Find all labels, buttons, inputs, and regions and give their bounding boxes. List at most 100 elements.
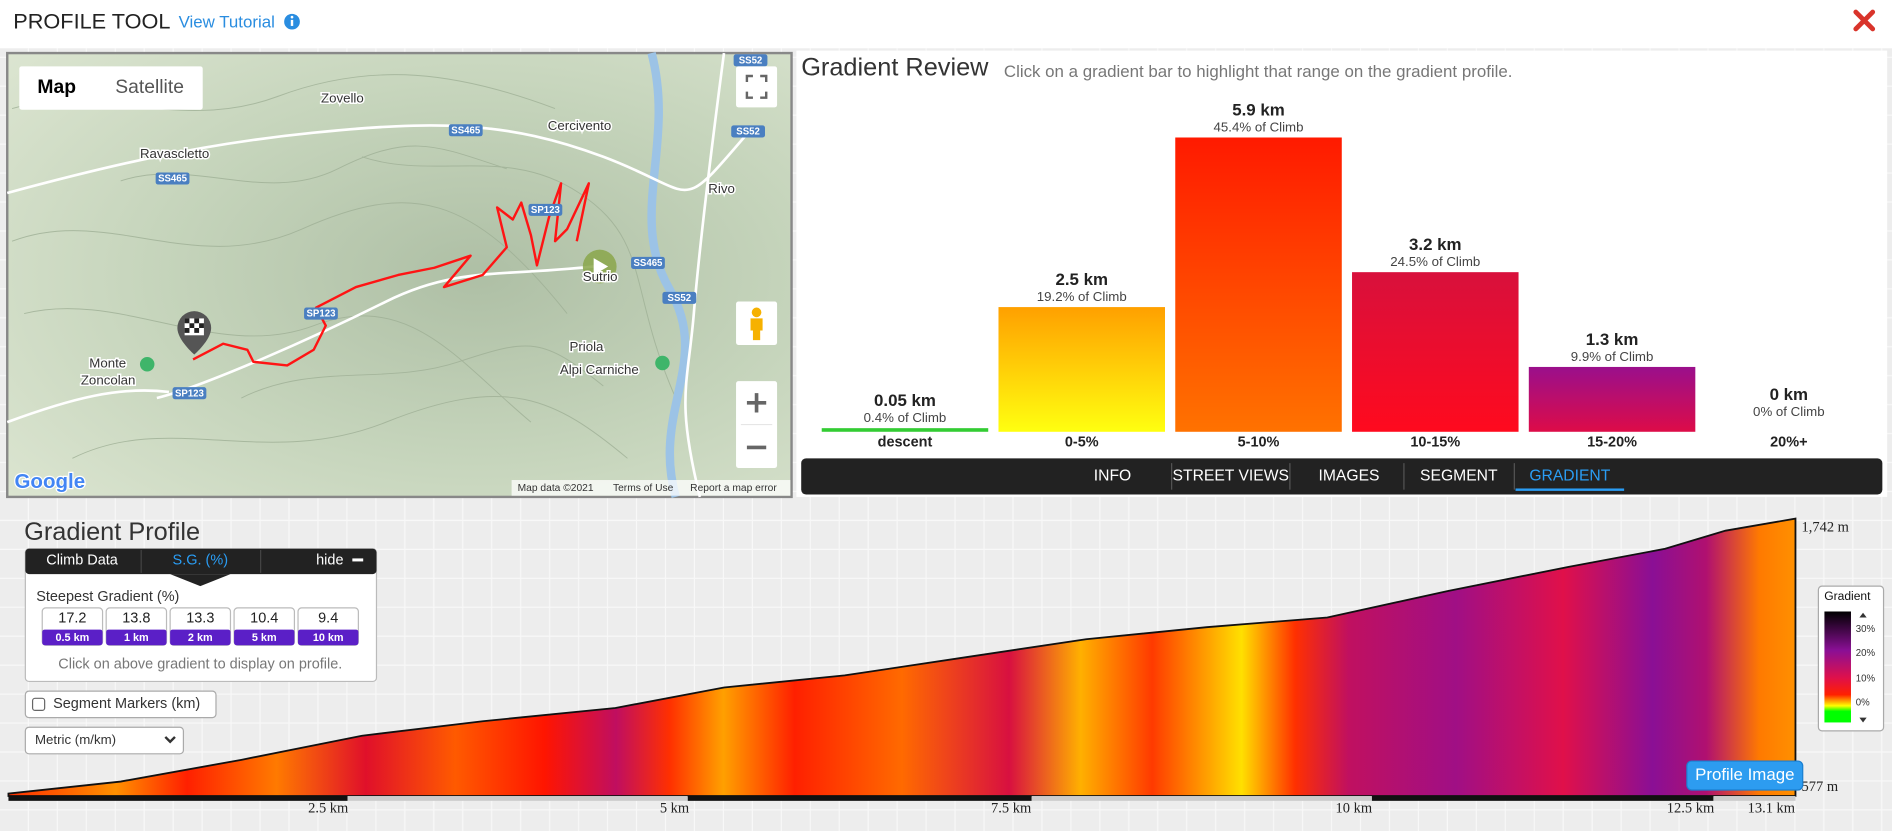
close-button[interactable] [1853, 9, 1876, 32]
distance-label: 10 km [1336, 801, 1373, 817]
segment-markers-checkbox[interactable] [31, 697, 46, 711]
distance-label: 13.1 km [1748, 801, 1796, 817]
finish-marker [177, 311, 212, 355]
select-arrow [164, 736, 176, 744]
road-shield [662, 291, 697, 304]
steepest-window-strip [42, 629, 103, 646]
poi-icon [139, 357, 155, 372]
panel-header [25, 548, 377, 575]
steepest-window-strip [106, 629, 167, 646]
steepest-window-strip [298, 629, 359, 646]
contour [24, 308, 532, 423]
contour [241, 345, 604, 399]
hide-icon [352, 558, 364, 562]
bar-share: 24.5% of Climb [1390, 254, 1480, 269]
units-select[interactable] [24, 726, 185, 755]
bar-share: 9.9% of Climb [1571, 349, 1654, 364]
road-shield [631, 256, 665, 269]
place-label: Priola [570, 339, 605, 354]
info-icon-dot [290, 15, 294, 19]
hide-button[interactable]: hide [316, 553, 343, 569]
road [6, 389, 170, 424]
tab-bar [801, 458, 1883, 495]
steepest-value: 13.8 [122, 611, 150, 627]
km-segment [687, 796, 1032, 801]
road-shield-label: SS52 [668, 293, 692, 304]
road-shield-label: SP123 [306, 309, 336, 320]
bar-distance: 3.2 km [1409, 235, 1462, 254]
sg-tab[interactable]: S.G. (%) [173, 553, 228, 569]
fullscreen-icon [745, 74, 768, 99]
steepest-hint: Click on above gradient to display on pr… [58, 656, 342, 672]
place-label: Cercivento [548, 118, 611, 133]
bar-distance: 0.05 km [874, 391, 936, 410]
bar-distance: 2.5 km [1055, 270, 1108, 289]
bar-share: 45.4% of Climb [1214, 119, 1304, 134]
road-shield [731, 125, 766, 138]
bar-distance: 5.9 km [1232, 100, 1285, 119]
gradient-bar[interactable] [1528, 366, 1696, 432]
route [192, 182, 591, 367]
steepest-window-strip [234, 629, 295, 646]
elevation-min: 577 m [1802, 779, 1839, 795]
gradient-bar[interactable] [1175, 137, 1342, 432]
road-shield-label: SS465 [451, 125, 481, 136]
km-segment [8, 796, 348, 801]
distance-labels: 2.5 km 5 km 7.5 km 10 km 12.5 km 13.1 km [308, 801, 1796, 817]
map-type-control [19, 66, 203, 110]
place-label: Monte [89, 356, 126, 371]
profile-image-button[interactable] [1686, 760, 1804, 791]
km-segment [1371, 796, 1714, 801]
bar-range: descent [878, 434, 933, 450]
steepest-value: 17.2 [58, 611, 86, 627]
tab[interactable]: IMAGES [1319, 468, 1380, 485]
gradient-bar[interactable] [1352, 272, 1519, 432]
tutorial-link[interactable]: View Tutorial [179, 12, 275, 31]
place-label: Alpi Carniche [560, 362, 639, 377]
poi-icon [655, 355, 670, 371]
road-shield-label: SP123 [531, 205, 561, 216]
segment-markers-control[interactable] [24, 690, 217, 719]
steepest-value: 10.4 [250, 611, 278, 627]
gradient-bar[interactable] [821, 428, 989, 432]
tab[interactable]: STREET VIEWS [1173, 468, 1289, 485]
satellite-tab[interactable]: Satellite [115, 77, 184, 98]
bar-range: 15-20% [1587, 434, 1637, 450]
bar-distance: 0 km [1770, 385, 1808, 404]
fullscreen-button[interactable] [736, 66, 778, 108]
terms-link[interactable]: Terms of Use [613, 483, 674, 494]
gradient-bar[interactable] [998, 307, 1166, 432]
steepest-window: 10 km [313, 632, 344, 644]
place-label: Zovello [321, 90, 364, 105]
zoom-in[interactable] [746, 393, 767, 413]
place-label: Sutrio [583, 269, 618, 284]
place-label: Zoncolan [81, 373, 136, 388]
tab[interactable]: INFO [1094, 468, 1131, 485]
bar-distance: 1.3 km [1586, 330, 1639, 349]
pegman-head [751, 307, 762, 318]
gradient-profile-title: Gradient Profile [24, 518, 200, 546]
steepest-window: 0.5 km [56, 632, 90, 644]
tab[interactable]: GRADIENT [1529, 468, 1610, 485]
elevation-max: 1,742 m [1802, 520, 1850, 536]
start-marker-icon [593, 258, 609, 275]
contour [11, 202, 568, 314]
road-shield-label: SP123 [175, 388, 205, 399]
attribution-bar [511, 480, 791, 496]
climb-data-tab[interactable]: Climb Data [46, 553, 119, 569]
map-tab[interactable]: Map [37, 77, 76, 98]
report-link[interactable]: Report a map error [690, 483, 777, 494]
finish-flag-check [184, 318, 204, 333]
legend-title: Gradient [1824, 589, 1871, 603]
tab-underline [1515, 488, 1625, 491]
km-segment [1031, 796, 1372, 801]
elevation-profile [7, 517, 1797, 797]
steepest-value: 9.4 [318, 611, 338, 627]
tab[interactable]: SEGMENT [1420, 468, 1498, 485]
steepest-title: Steepest Gradient (%) [36, 589, 179, 605]
units-label: Metric (m/km) [35, 732, 116, 747]
bar-range: 0-5% [1065, 434, 1099, 450]
